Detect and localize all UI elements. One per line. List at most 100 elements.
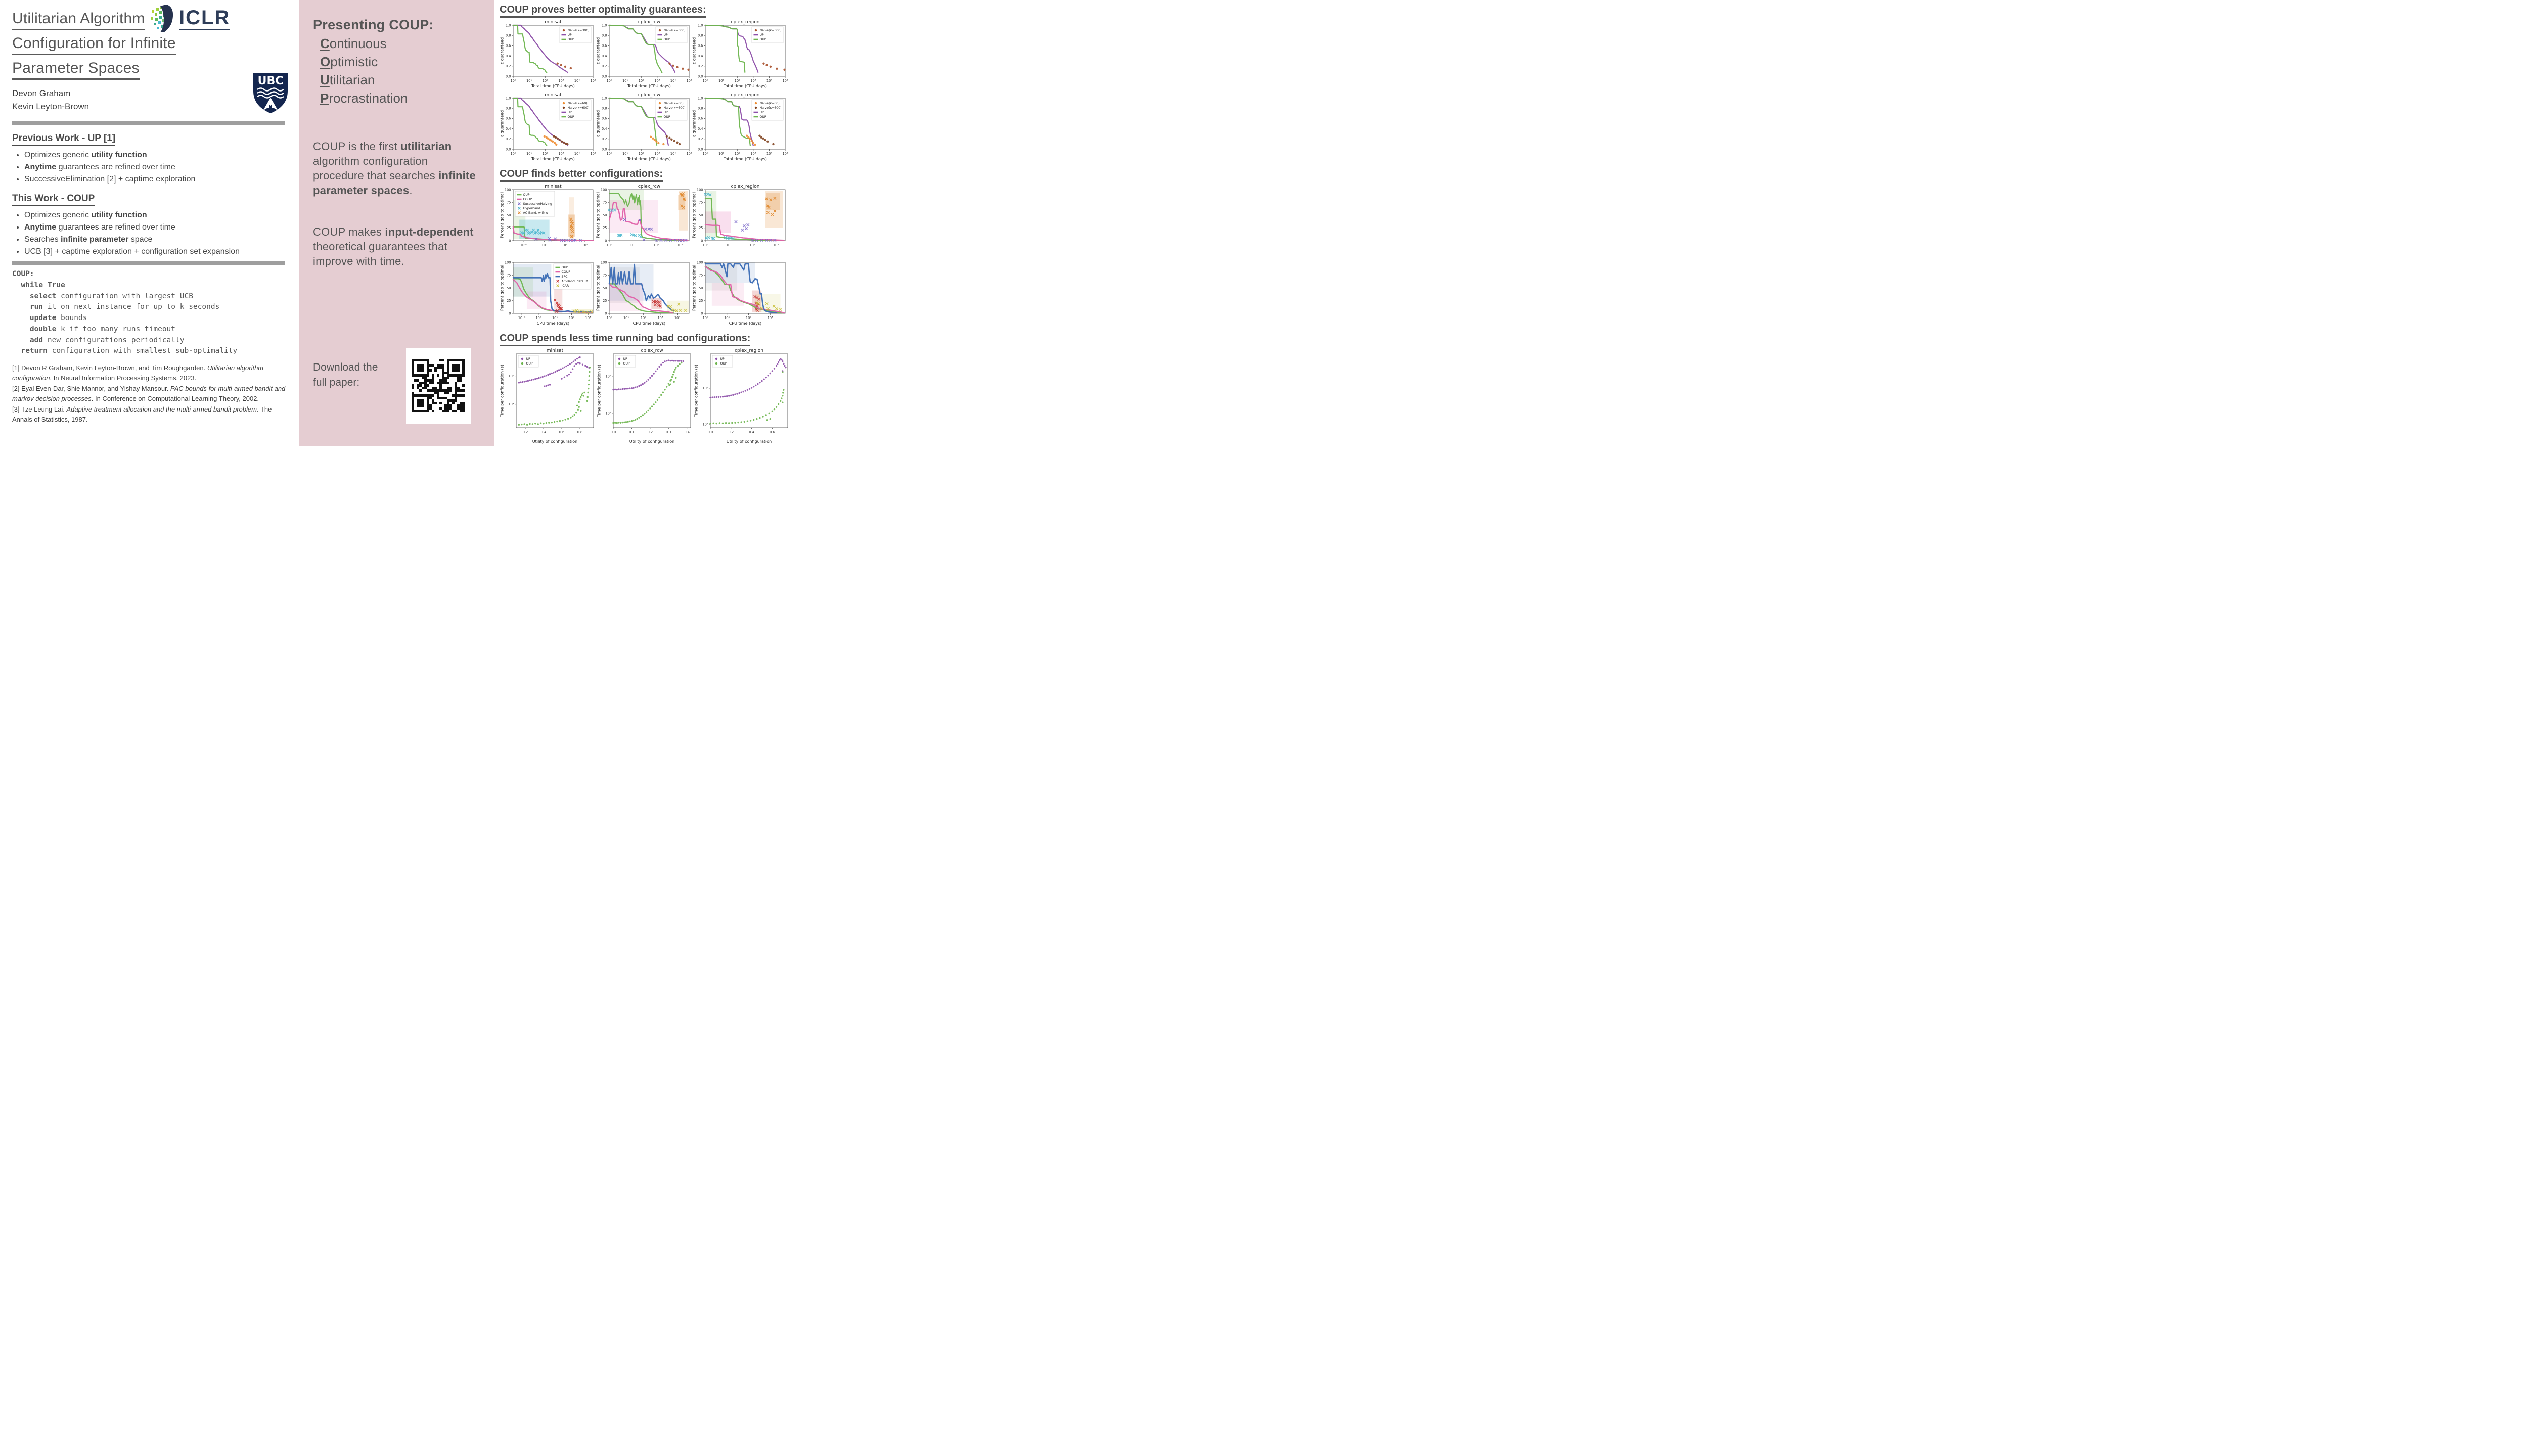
- svg-text:0.8: 0.8: [698, 107, 703, 111]
- chart-svg: 10⁻¹ 10⁰ 10¹ 10² 10³ 0 25 50 75 100 CPU time (days…: [500, 260, 594, 326]
- svg-text:OUP: OUP: [760, 115, 766, 119]
- list-item: return configuration with smallest sub-o…: [21, 347, 238, 355]
- svg-text:25: 25: [603, 226, 607, 230]
- svg-text:10⁰: 10⁰: [606, 316, 612, 320]
- svg-text:Total time (CPU days): Total time (CPU days): [531, 157, 575, 161]
- svg-text:10²: 10²: [641, 316, 646, 320]
- left-column: Utilitarian Algorithm Configuration for …: [0, 0, 299, 446]
- svg-text:UP: UP: [760, 111, 764, 114]
- svg-text:cplex_rcw: cplex_rcw: [638, 93, 660, 98]
- svg-text:0.4: 0.4: [749, 430, 754, 434]
- svg-text:50: 50: [699, 286, 703, 290]
- svg-text:10³: 10³: [677, 243, 683, 247]
- svg-text:50: 50: [603, 213, 607, 217]
- svg-text:100: 100: [601, 260, 607, 264]
- plots-time-per-config: 0.2 0.4 0.6 0.8 10⁴ 10⁵ minisat Utility of conf…: [500, 347, 792, 446]
- svg-text:10²: 10²: [639, 79, 644, 83]
- svg-text:75: 75: [507, 201, 511, 205]
- plot-time_per_config-1-cplex_rcw: 0.0 0.1 0.2 0.3 0.4 10⁵ 10⁶ cplex_rcw Utility of…: [597, 347, 694, 446]
- svg-text:Percent gap to optimal: Percent gap to optimal: [596, 192, 601, 238]
- svg-text:10⁰: 10⁰: [702, 79, 708, 83]
- svg-text:10³: 10³: [585, 316, 591, 320]
- svg-text:10⁰: 10⁰: [510, 152, 516, 156]
- plot-optimality-3-minisat: 10⁰ 10¹ 10² 10³ 10⁴ 10⁵ 0.0 0.2 0.4 0.6 0.8 1.0 mini…: [500, 92, 596, 164]
- svg-text:0.4: 0.4: [698, 127, 703, 131]
- svg-text:10⁰: 10⁰: [535, 316, 541, 320]
- svg-text:0.0: 0.0: [708, 430, 713, 434]
- svg-text:10⁵: 10⁵: [508, 374, 514, 378]
- iclr-head-mosaic-icon: [151, 5, 173, 32]
- svg-text:UP: UP: [664, 111, 668, 114]
- list-item: SuccessiveElimination [2] + captime expl…: [24, 175, 287, 184]
- svg-text:25: 25: [507, 226, 511, 230]
- svg-text:10⁴: 10⁴: [702, 422, 708, 426]
- svg-text:Naive(κ=600): Naive(κ=600): [664, 106, 686, 110]
- svg-text:Utility of configuration: Utility of configuration: [532, 439, 577, 444]
- svg-text:10⁴: 10⁴: [670, 79, 676, 83]
- svg-text:100: 100: [505, 188, 511, 192]
- download-label: Download the full paper:: [313, 360, 378, 391]
- svg-text:OUP: OUP: [760, 38, 766, 41]
- plot-configurations-2-cplex_region: 10⁰ 10¹ 10² 10³ 0 25 50 75 100 cplex_region Percen…: [692, 183, 788, 256]
- svg-text:0.2: 0.2: [648, 430, 653, 434]
- svg-text:10⁵: 10⁵: [782, 79, 788, 83]
- svg-text:0: 0: [701, 239, 703, 243]
- svg-text:0.6: 0.6: [506, 117, 511, 121]
- svg-text:10⁰: 10⁰: [702, 152, 708, 156]
- svg-text:0.2: 0.2: [506, 64, 511, 68]
- svg-text:10³: 10³: [558, 152, 564, 156]
- chart-svg: 10⁻¹ 10⁰ 10¹ 10² 0 25 50 75 100 minisat Percent ga…: [500, 184, 594, 247]
- svg-text:0.8: 0.8: [602, 34, 607, 38]
- coup-pseudocode: COUP: while True select configuration wi…: [12, 269, 287, 357]
- svg-text:10⁴: 10⁴: [574, 79, 580, 83]
- ubc-shield-icon: UBC: [253, 73, 288, 113]
- svg-text:0.0: 0.0: [698, 74, 703, 78]
- svg-text:10¹: 10¹: [562, 243, 567, 247]
- svg-text:Naive(κ=60): Naive(κ=60): [760, 102, 780, 105]
- svg-text:Total time (CPU days): Total time (CPU days): [627, 157, 671, 161]
- svg-text:0.2: 0.2: [602, 64, 607, 68]
- right-column: COUP proves better optimality guarantees…: [494, 0, 793, 446]
- svg-text:0.6: 0.6: [602, 117, 607, 121]
- chart-svg: 10⁰ 10¹ 10² 10³ 10⁴ 10⁵ 0.0 0.2 0.4 0.6 0.8 1.0 cple…: [596, 20, 692, 88]
- chart-svg: 10⁰ 10¹ 10² 10³ 10⁴ 10⁵ 0.0 0.2 0.4 0.6 0.8 1.0 mini…: [500, 93, 596, 161]
- svg-text:CPU time (days): CPU time (days): [729, 321, 762, 326]
- svg-text:Naive(κ=600): Naive(κ=600): [568, 106, 590, 110]
- svg-text:UP: UP: [623, 357, 628, 361]
- svg-text:OUP: OUP: [664, 38, 670, 41]
- svg-text:UP: UP: [568, 33, 572, 37]
- chart-svg: 0.0 0.1 0.2 0.3 0.4 10⁵ 10⁶ cplex_rcw Utility of…: [597, 348, 691, 444]
- svg-text:0.6: 0.6: [698, 117, 703, 121]
- svg-text:Time per configuration (s): Time per configuration (s): [500, 365, 505, 418]
- svg-text:0.8: 0.8: [506, 34, 511, 38]
- svg-text:Utility of configuration: Utility of configuration: [629, 439, 674, 444]
- this-work-heading: This Work - COUP: [12, 193, 95, 206]
- svg-text:100: 100: [697, 260, 703, 264]
- prev-work-list: Optimizes generic utility function Anytim…: [12, 151, 287, 184]
- section-heading-optimality: COUP proves better optimality guarantees…: [500, 4, 706, 18]
- svg-text:COUP: COUP: [523, 198, 532, 201]
- svg-text:0: 0: [509, 311, 511, 315]
- svg-text:10⁵: 10⁵: [686, 79, 692, 83]
- ubc-logo: UBC: [251, 71, 290, 117]
- svg-text:10³: 10³: [558, 79, 564, 83]
- svg-text:0.2: 0.2: [602, 137, 607, 141]
- svg-text:OUP: OUP: [523, 193, 530, 197]
- plot-configurations-5: 10⁰ 10¹ 10² 10³ 0 25 50 75 100 CPU time (days) Per…: [692, 256, 788, 329]
- svg-text:minisat: minisat: [545, 20, 562, 25]
- svg-text:10⁶: 10⁶: [605, 374, 611, 378]
- svg-text:10¹: 10¹: [630, 243, 636, 247]
- svg-text:0.2: 0.2: [523, 430, 528, 434]
- iclr-logo: ICLR: [150, 5, 231, 32]
- svg-text:0.6: 0.6: [770, 430, 775, 434]
- list-item: while True: [21, 281, 65, 289]
- svg-text:10⁵: 10⁵: [686, 152, 692, 156]
- svg-text:10⁴: 10⁴: [766, 79, 772, 83]
- svg-text:0: 0: [701, 311, 703, 315]
- svg-text:OUP: OUP: [664, 115, 670, 119]
- plot-configurations-4: 10⁰ 10¹ 10² 10³ 10⁴ 0 25 50 75 100 CPU time (days)…: [596, 256, 692, 329]
- svg-text:0.0: 0.0: [698, 147, 703, 151]
- svg-text:10¹: 10¹: [622, 79, 628, 83]
- title-line-3: Parameter Spaces: [12, 60, 140, 80]
- section-heading-time: COUP spends less time running bad config…: [500, 333, 751, 346]
